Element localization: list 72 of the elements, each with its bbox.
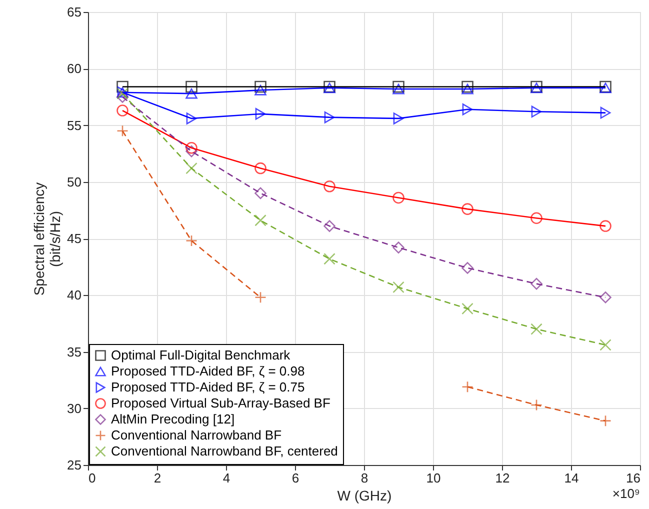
legend-label: Conventional Narrowband BF, centered <box>111 444 338 458</box>
x-tick-label: 12 <box>495 470 510 486</box>
point <box>600 220 612 232</box>
point <box>530 399 542 411</box>
point <box>186 234 198 247</box>
point <box>116 125 128 137</box>
x-tick-label: 14 <box>564 470 579 486</box>
y-tick-label: 30 <box>67 400 82 416</box>
point <box>116 91 128 103</box>
y-tick-label: 50 <box>67 174 82 190</box>
point <box>116 104 128 116</box>
point <box>186 88 198 99</box>
y-tick-label: 25 <box>67 458 82 472</box>
text: ×10⁹ <box>612 486 640 501</box>
y-tick-label: 55 <box>67 118 82 133</box>
point <box>254 84 266 96</box>
point <box>392 242 404 254</box>
point <box>530 323 542 335</box>
point <box>392 281 404 294</box>
point <box>324 252 336 265</box>
point <box>600 414 612 427</box>
point <box>186 142 198 154</box>
x-axis-title: W (GHz) <box>337 488 392 504</box>
x-tick-label: 4 <box>222 470 230 486</box>
legend-label: AltMin Precoding [12] <box>111 412 235 426</box>
point <box>530 212 542 224</box>
legend-label: Proposed Virtual Sub-Array-Based BF <box>111 396 330 410</box>
point <box>462 104 473 116</box>
point <box>462 203 474 215</box>
point <box>531 106 542 118</box>
point <box>462 262 474 274</box>
point <box>324 220 336 232</box>
x-tick-label: 0 <box>88 470 96 486</box>
x-tick-label: 10 <box>426 470 441 486</box>
point <box>530 278 542 290</box>
point <box>254 291 266 304</box>
point <box>186 145 198 158</box>
legend-label: Proposed TTD-Aided BF, ζ = 0.98 <box>111 364 305 378</box>
point <box>462 84 474 94</box>
point <box>186 162 198 174</box>
x-tick-label: 6 <box>292 470 300 486</box>
point <box>462 380 474 393</box>
point <box>462 302 474 315</box>
point <box>254 80 266 93</box>
point <box>254 187 266 200</box>
y-tick-label: 65 <box>67 4 82 20</box>
y-tick-label: 60 <box>67 61 82 76</box>
point <box>254 162 266 174</box>
y-axis-title: Spectral efficiency (bit/s/Hz) <box>31 182 64 296</box>
point <box>462 80 474 93</box>
legend-label: Proposed TTD-Aided BF, ζ = 0.75 <box>111 380 305 394</box>
point <box>186 80 198 93</box>
point <box>255 108 266 120</box>
point <box>254 214 266 226</box>
point <box>600 291 612 304</box>
point <box>393 112 404 124</box>
point <box>392 192 404 204</box>
y-tick-label: 45 <box>67 231 82 246</box>
point <box>392 84 404 94</box>
y-tick-label: 40 <box>67 288 82 303</box>
point <box>392 80 404 93</box>
point <box>600 339 612 351</box>
point <box>324 111 335 124</box>
y-tick-label: 35 <box>67 344 82 360</box>
point <box>186 112 197 124</box>
legend-label: Optimal Full-Digital Benchmark <box>111 348 291 362</box>
x-tick-label: 2 <box>154 470 162 486</box>
x-tick-label: 8 <box>360 470 368 486</box>
x-tick-label: 16 <box>626 470 640 486</box>
legend-label: Conventional Narrowband BF <box>111 428 282 442</box>
point <box>324 180 336 192</box>
point <box>600 106 611 119</box>
